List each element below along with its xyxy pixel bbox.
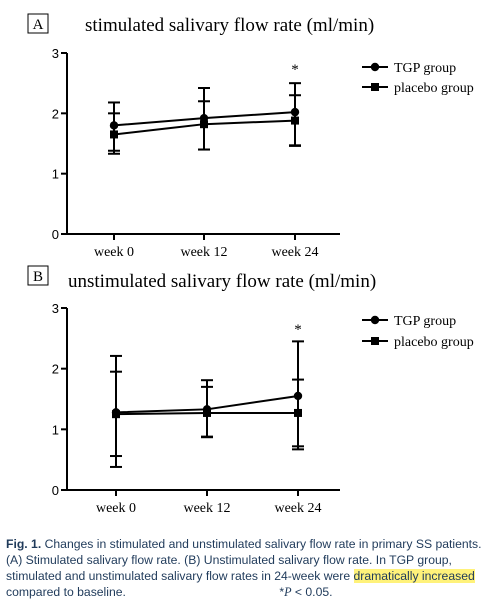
chart-a-y-tick-label: 0 xyxy=(52,227,59,242)
chart-b-title: unstimulated salivary flow rate (ml/min) xyxy=(68,271,376,292)
chart-a-x-tick-label: week 24 xyxy=(271,245,318,260)
chart-a-legend-marker-square xyxy=(371,83,379,91)
figure-caption: Fig. 1. Changes in stimulated and unstim… xyxy=(6,536,500,600)
chart-b-significance-mark: * xyxy=(294,322,302,338)
footnote-rest: < 0.05. xyxy=(291,585,333,599)
caption-footnote: *P < 0.05. xyxy=(279,585,332,599)
chart-a-series-placebo-point xyxy=(110,130,118,139)
chart-a-x-tick-label: week 0 xyxy=(94,245,134,260)
chart-b-x-tick-label: week 0 xyxy=(96,501,136,516)
chart-b-y-tick-label: 0 xyxy=(52,483,59,498)
chart-a-significance-mark: * xyxy=(291,62,299,78)
chart-a-y-tick-label: 3 xyxy=(52,46,59,61)
chart-b-legend-marker-circle xyxy=(370,315,380,325)
caption-text-2: compared to baseline. xyxy=(6,585,126,599)
chart-a-y-tick-label: 2 xyxy=(52,106,59,121)
chart-a-legend-label: TGP group xyxy=(394,61,456,76)
chart-a-x-tick-label: week 12 xyxy=(180,245,227,260)
chart-b-legend-label: placebo group xyxy=(394,335,474,350)
chart-a-legend-label: placebo group xyxy=(394,81,474,96)
chart-a-title: stimulated salivary flow rate (ml/min) xyxy=(85,15,374,36)
chart-a-letter-box xyxy=(27,13,49,34)
chart-a-legend-marker-circle xyxy=(370,62,380,72)
chart-b-y-tick-label: 2 xyxy=(52,362,59,377)
chart-b-series-placebo-point xyxy=(203,408,211,417)
chart-b-x-tick-label: week 24 xyxy=(274,501,321,516)
chart-b-y-tick-label: 3 xyxy=(52,301,59,316)
chart-a-y-tick-label: 1 xyxy=(52,167,59,182)
caption-text-1: Changes in stimulated and unstimulated s… xyxy=(6,537,482,583)
chart-b-letter-box xyxy=(27,265,49,286)
chart-b-series-placebo-point xyxy=(294,408,302,417)
chart-b-panel-letter: B xyxy=(33,269,43,285)
footnote-p: P xyxy=(284,585,292,599)
chart-a-series-placebo-point xyxy=(291,116,299,125)
chart-b-x-tick-label: week 12 xyxy=(183,501,230,516)
chart-b-legend-label: TGP group xyxy=(394,314,456,329)
chart-b-series-placebo-point xyxy=(112,410,120,419)
footnote-star: * xyxy=(279,585,285,599)
caption-highlight: dramatically increased xyxy=(353,569,475,583)
chart-a-series-placebo-point xyxy=(200,120,208,129)
chart-a-panel-letter: A xyxy=(33,17,44,33)
chart-b-legend-marker-square xyxy=(371,337,379,345)
caption-label: Fig. 1. xyxy=(6,537,42,551)
chart-b-y-tick-label: 1 xyxy=(52,422,59,437)
